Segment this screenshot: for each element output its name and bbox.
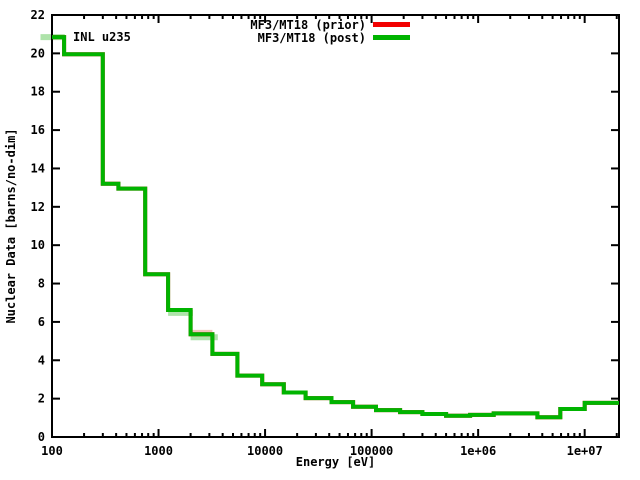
y-tick-label: 18 [31, 85, 45, 99]
y-tick-label: 10 [31, 238, 45, 252]
y-tick-label: 2 [38, 392, 45, 406]
y-tick-label: 16 [31, 123, 45, 137]
y-axis-title: Nuclear Data [barns/no-dim] [4, 128, 18, 324]
y-tick-label: 8 [38, 277, 45, 291]
legend-entry-post: MF3/MT18 (post) [0, 30, 410, 45]
x-axis-title: Energy [eV] [295, 455, 376, 469]
y-tick-label: 0 [38, 430, 45, 444]
x-tick-label: 100 [41, 444, 63, 458]
y-tick-label: 22 [31, 8, 45, 22]
plot-border [51, 14, 620, 438]
y-tick-label: 20 [31, 46, 45, 60]
y-tick-label: 4 [38, 353, 45, 367]
y-tick-label: 12 [31, 200, 45, 214]
legend-label-post: MF3/MT18 (post) [257, 30, 366, 45]
x-tick-label: 100000 [350, 444, 393, 458]
y-tick-label: 14 [31, 161, 45, 175]
legend-entry-prior: MF3/MT18 (prior) [0, 17, 410, 32]
series-curve-post [52, 35, 619, 420]
legend-label-prior: MF3/MT18 (prior) [250, 17, 366, 32]
x-tick-label: 1e+07 [567, 444, 603, 458]
plot-annotation-inl-u235: INL u235 [73, 30, 131, 44]
x-tick-label: 1000 [144, 444, 173, 458]
series-curve-prior [52, 35, 619, 420]
legend-swatch-prior-line [373, 22, 410, 27]
legend-swatch-post-line [373, 35, 410, 40]
y-tick-label: 6 [38, 315, 45, 329]
x-tick-label: 10000 [247, 444, 283, 458]
x-tick-label: 1e+06 [460, 444, 496, 458]
